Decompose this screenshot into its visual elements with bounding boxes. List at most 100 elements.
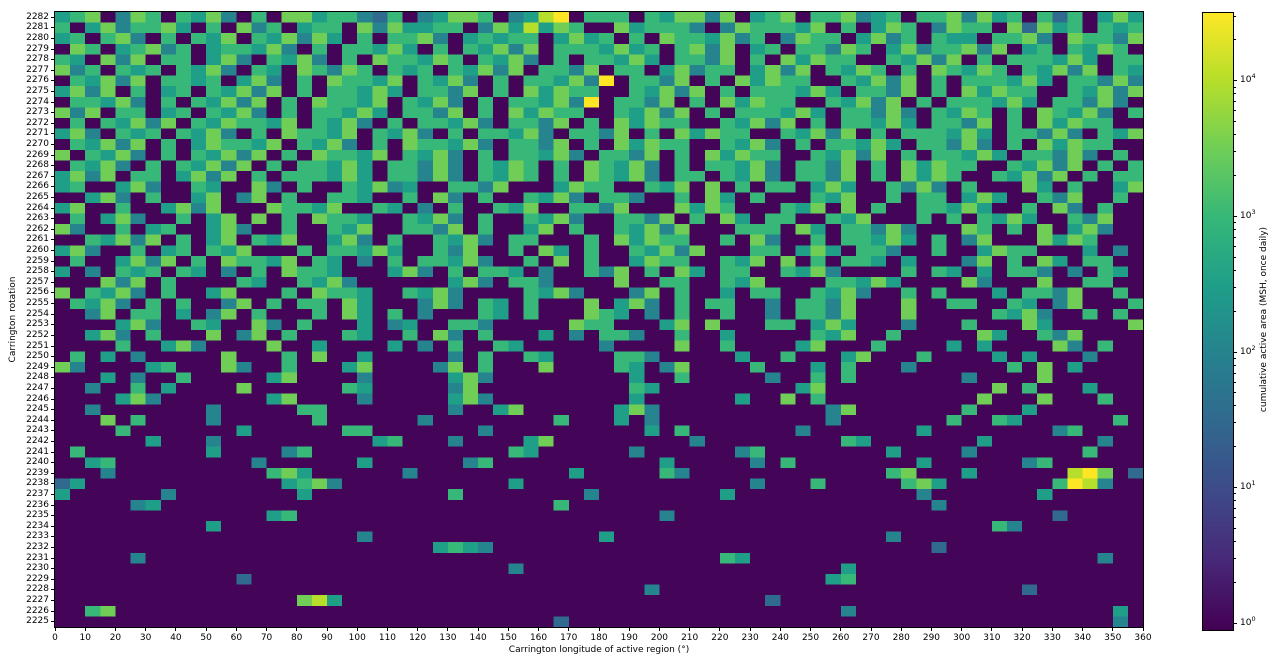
x-tick-mark — [114, 628, 116, 631]
x-tick-mark — [1021, 628, 1023, 631]
y-tick-mark — [51, 313, 54, 315]
y-tick-mark — [51, 525, 54, 527]
y-tick-mark — [51, 483, 54, 485]
x-tick-label: 340 — [1073, 633, 1092, 643]
colorbar-tick-mark — [1234, 351, 1237, 353]
colorbar-minor-tick-mark — [1234, 364, 1236, 366]
y-tick-label: 2281 — [26, 22, 49, 33]
x-tick-label: 110 — [378, 633, 397, 643]
y-tick-mark — [51, 154, 54, 156]
x-tick-mark — [205, 628, 207, 631]
colorbar-tick-label: 100 — [1240, 614, 1256, 628]
colorbar-tick-mark — [1234, 80, 1237, 82]
y-tick-label: 2242 — [26, 435, 49, 446]
colorbar-minor-tick-mark — [1234, 581, 1236, 583]
y-tick-label: 2274 — [26, 96, 49, 107]
y-tick-mark — [51, 387, 54, 389]
y-tick-mark — [51, 546, 54, 548]
y-tick-label: 2275 — [26, 86, 49, 97]
x-tick-label: 70 — [260, 633, 273, 643]
x-tick-mark — [568, 628, 570, 631]
x-tick-label: 50 — [200, 633, 212, 643]
x-tick-mark — [749, 628, 751, 631]
x-tick-mark — [1051, 628, 1053, 631]
x-tick-label: 170 — [560, 633, 578, 643]
colorbar-title: cumulative active area (MSH, once daily) — [1259, 226, 1269, 413]
x-tick-mark — [386, 628, 388, 631]
y-tick-mark — [51, 536, 54, 538]
y-tick-mark — [51, 59, 54, 61]
y-tick-mark — [51, 281, 54, 283]
y-tick-label: 2270 — [26, 139, 49, 150]
x-tick-label: 310 — [983, 633, 1001, 643]
y-tick-mark — [51, 292, 54, 294]
colorbar-minor-tick-mark — [1234, 151, 1236, 153]
colorbar-minor-tick-mark — [1234, 422, 1236, 424]
y-tick-mark — [51, 27, 54, 29]
x-tick-mark — [840, 628, 842, 631]
colorbar-minor-tick-mark — [1234, 175, 1236, 177]
y-tick-label: 2252 — [26, 329, 49, 340]
x-tick-label: 20 — [109, 633, 122, 643]
colorbar-tick-mark — [1234, 215, 1237, 217]
y-tick-label: 2277 — [26, 64, 49, 75]
x-tick-label: 160 — [529, 633, 548, 643]
x-tick-label: 90 — [321, 633, 333, 643]
colorbar-minor-tick-mark — [1234, 500, 1236, 502]
y-tick-label: 2241 — [26, 446, 49, 457]
y-tick-mark — [51, 122, 54, 124]
y-tick-label: 2254 — [26, 308, 49, 319]
y-tick-mark — [51, 419, 54, 421]
y-tick-label: 2228 — [26, 584, 49, 595]
y-tick-mark — [51, 197, 54, 199]
x-tick-mark — [1112, 628, 1114, 631]
y-tick-label: 2268 — [26, 160, 49, 171]
colorbar-minor-tick-mark — [1234, 222, 1236, 224]
y-tick-mark — [51, 430, 54, 432]
x-tick-label: 270 — [862, 633, 880, 643]
y-tick-label: 2272 — [26, 117, 49, 128]
colorbar-tick-label: 104 — [1240, 72, 1256, 86]
y-tick-label: 2267 — [26, 170, 49, 181]
x-tick-mark — [900, 628, 902, 631]
colorbar-minor-tick-mark — [1234, 372, 1236, 374]
y-tick-mark — [51, 345, 54, 347]
x-axis-title: Carrington longitude of active region (°… — [508, 645, 690, 655]
y-tick-label: 2266 — [26, 181, 49, 192]
colorbar-minor-tick-mark — [1234, 357, 1236, 359]
y-tick-label: 2232 — [26, 541, 49, 552]
colorbar-minor-tick-mark — [1234, 236, 1236, 238]
x-tick-mark — [538, 628, 540, 631]
colorbar-tick-label: 101 — [1240, 479, 1256, 493]
colorbar-canvas — [1203, 13, 1233, 630]
x-tick-mark — [507, 628, 509, 631]
colorbar-tick-mark — [1234, 487, 1237, 489]
y-tick-label: 2256 — [26, 287, 49, 298]
y-tick-mark — [51, 472, 54, 474]
y-tick-label: 2250 — [26, 351, 49, 362]
x-tick-mark — [1142, 628, 1144, 631]
x-tick-label: 200 — [650, 633, 669, 643]
colorbar-tick-mark — [1234, 622, 1237, 624]
x-tick-label: 240 — [771, 633, 789, 643]
x-tick-mark — [930, 628, 932, 631]
y-tick-label: 2229 — [26, 573, 49, 584]
y-tick-label: 2237 — [26, 488, 49, 499]
y-tick-mark — [51, 334, 54, 336]
y-tick-mark — [51, 557, 54, 559]
y-tick-mark — [51, 324, 54, 326]
y-tick-label: 2238 — [26, 478, 49, 489]
y-tick-label: 2278 — [26, 54, 49, 65]
colorbar-minor-tick-mark — [1234, 134, 1236, 136]
y-tick-mark — [51, 239, 54, 241]
y-tick-label: 2225 — [26, 616, 49, 627]
y-tick-mark — [51, 356, 54, 358]
y-tick-label: 2259 — [26, 255, 49, 266]
y-tick-label: 2244 — [26, 414, 49, 425]
x-tick-label: 100 — [348, 633, 366, 643]
x-tick-label: 260 — [832, 633, 850, 643]
colorbar-minor-tick-mark — [1234, 286, 1236, 288]
colorbar-minor-tick-mark — [1234, 269, 1236, 271]
y-tick-mark — [51, 38, 54, 39]
y-tick-label: 2236 — [26, 499, 49, 510]
